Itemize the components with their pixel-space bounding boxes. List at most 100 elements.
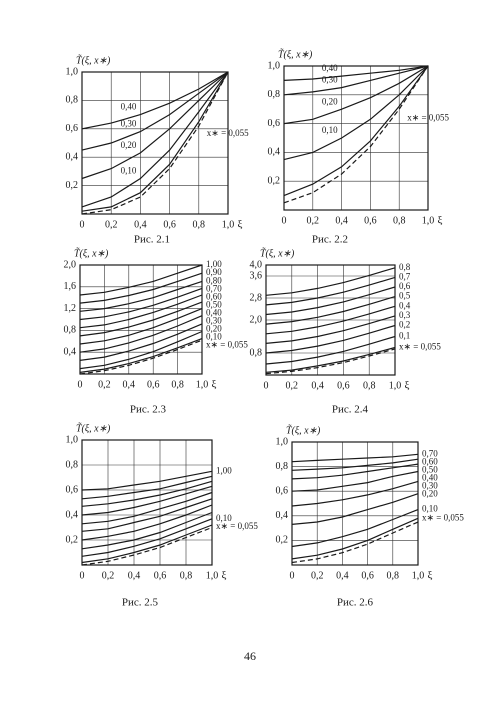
y-axis-label: T̃(ξ, x∗) [278, 48, 313, 61]
curve [79, 338, 203, 373]
curve-label: 0,40 [206, 307, 222, 317]
curve [79, 339, 203, 375]
curve-label: 0,3 [399, 310, 411, 320]
curve-label: x∗ = 0,055 [399, 342, 441, 352]
x-tick-label: 0,8 [387, 570, 400, 581]
curve [265, 324, 396, 354]
curve [81, 524, 213, 564]
x-tick-label: 0,6 [163, 219, 176, 230]
y-tick-label: 3,6 [250, 270, 263, 281]
curve [81, 475, 213, 500]
y-tick-label: 0,2 [276, 535, 289, 546]
plot-frame [265, 264, 396, 376]
curve-label: 0,20 [322, 96, 338, 106]
y-tick-label: 4,0 [250, 259, 263, 270]
curve [291, 458, 419, 471]
figure-caption: Рис. 2.4 [332, 404, 369, 416]
y-tick-label: 0,8 [276, 461, 289, 472]
x-tick-label: 0 [80, 570, 85, 581]
curve [81, 71, 229, 208]
x-tick-label: 0 [290, 570, 295, 581]
curve [79, 330, 203, 370]
curve [81, 485, 213, 516]
curve [79, 301, 203, 337]
curve-label: 0,40 [121, 102, 137, 112]
y-tick-label: 0,8 [250, 347, 263, 358]
curve-label: 0,80 [206, 275, 222, 285]
x-tick-label: 0,4 [335, 215, 348, 226]
x-tick-label: 0,6 [147, 379, 160, 390]
curve [79, 308, 203, 345]
x-tick-label: 0 [282, 215, 287, 226]
x-tick-label: 0,2 [105, 219, 118, 230]
y-tick-label: 2,8 [250, 292, 263, 303]
curve-label: 0,10 [422, 504, 438, 514]
curve [265, 348, 396, 375]
x-tick-label: 0,2 [102, 570, 115, 581]
curve-label: x∗ = 0,055 [422, 512, 464, 522]
curve [81, 511, 213, 550]
curve [283, 65, 429, 125]
x-tick-label: 0,8 [193, 219, 206, 230]
curve-label: 0,10 [216, 513, 232, 523]
curve [79, 294, 203, 329]
curve [81, 71, 229, 212]
curve-label: 0,10 [206, 331, 222, 341]
curve [265, 305, 396, 335]
curve-label: 0,20 [422, 488, 438, 498]
x-tick-label: 0,8 [363, 380, 376, 391]
x-tick-label: 1,0 [389, 380, 402, 391]
curve [81, 491, 213, 525]
curve-label: 0,60 [422, 456, 438, 466]
x-tick-label: 0,2 [311, 570, 324, 581]
y-axis-label: T̃(ξ, x∗) [74, 247, 109, 260]
x-tick-label: 0,6 [154, 570, 167, 581]
curve-label: 0,30 [206, 315, 222, 325]
y-tick-label: 0,4 [268, 147, 281, 158]
figure-caption: Рис. 2.1 [134, 234, 170, 246]
curve-label: x∗ = 0,055 [206, 339, 248, 349]
curve-label: 0,50 [422, 464, 438, 474]
x-axis-label: ξ [222, 570, 227, 582]
plot-frame [291, 441, 419, 566]
curve [291, 517, 419, 560]
x-tick-label: 0 [264, 380, 269, 391]
page-number: 46 [244, 649, 256, 663]
x-axis-label: ξ [212, 379, 217, 391]
curve-label: x∗ = 0,055 [407, 112, 449, 122]
curve [291, 463, 419, 480]
curve [291, 509, 419, 548]
x-tick-label: 0 [78, 379, 83, 390]
curve [79, 272, 203, 304]
curve [283, 65, 429, 204]
curve [81, 71, 229, 180]
x-tick-label: 0,2 [286, 380, 299, 391]
figure-caption: Рис. 2.3 [130, 404, 167, 416]
y-tick-label: 0,4 [64, 346, 77, 357]
x-tick-label: 1,0 [222, 219, 235, 230]
y-tick-label: 0,6 [66, 484, 79, 495]
curve-label: 0,20 [206, 323, 222, 333]
x-tick-label: 0 [80, 219, 85, 230]
curve-label: 0,30 [121, 119, 137, 129]
curve-label: 0,7 [399, 271, 411, 281]
curve [265, 267, 396, 296]
x-tick-label: 0,8 [180, 570, 193, 581]
y-tick-label: 0,6 [276, 485, 289, 496]
curve-label: x∗ = 0,055 [216, 521, 258, 531]
figure-caption: Рис. 2.6 [337, 597, 374, 609]
y-tick-label: 0,8 [66, 459, 79, 470]
y-tick-label: 2,0 [250, 314, 263, 325]
y-tick-label: 0,2 [268, 175, 281, 186]
curve-label: 0,8 [399, 262, 411, 272]
curve [283, 65, 429, 81]
x-tick-label: 0,2 [98, 379, 111, 390]
x-tick-label: 1,0 [422, 215, 435, 226]
x-tick-label: 1,0 [196, 379, 209, 390]
curve [291, 480, 419, 507]
curve [291, 493, 419, 525]
x-tick-label: 0,4 [336, 570, 349, 581]
